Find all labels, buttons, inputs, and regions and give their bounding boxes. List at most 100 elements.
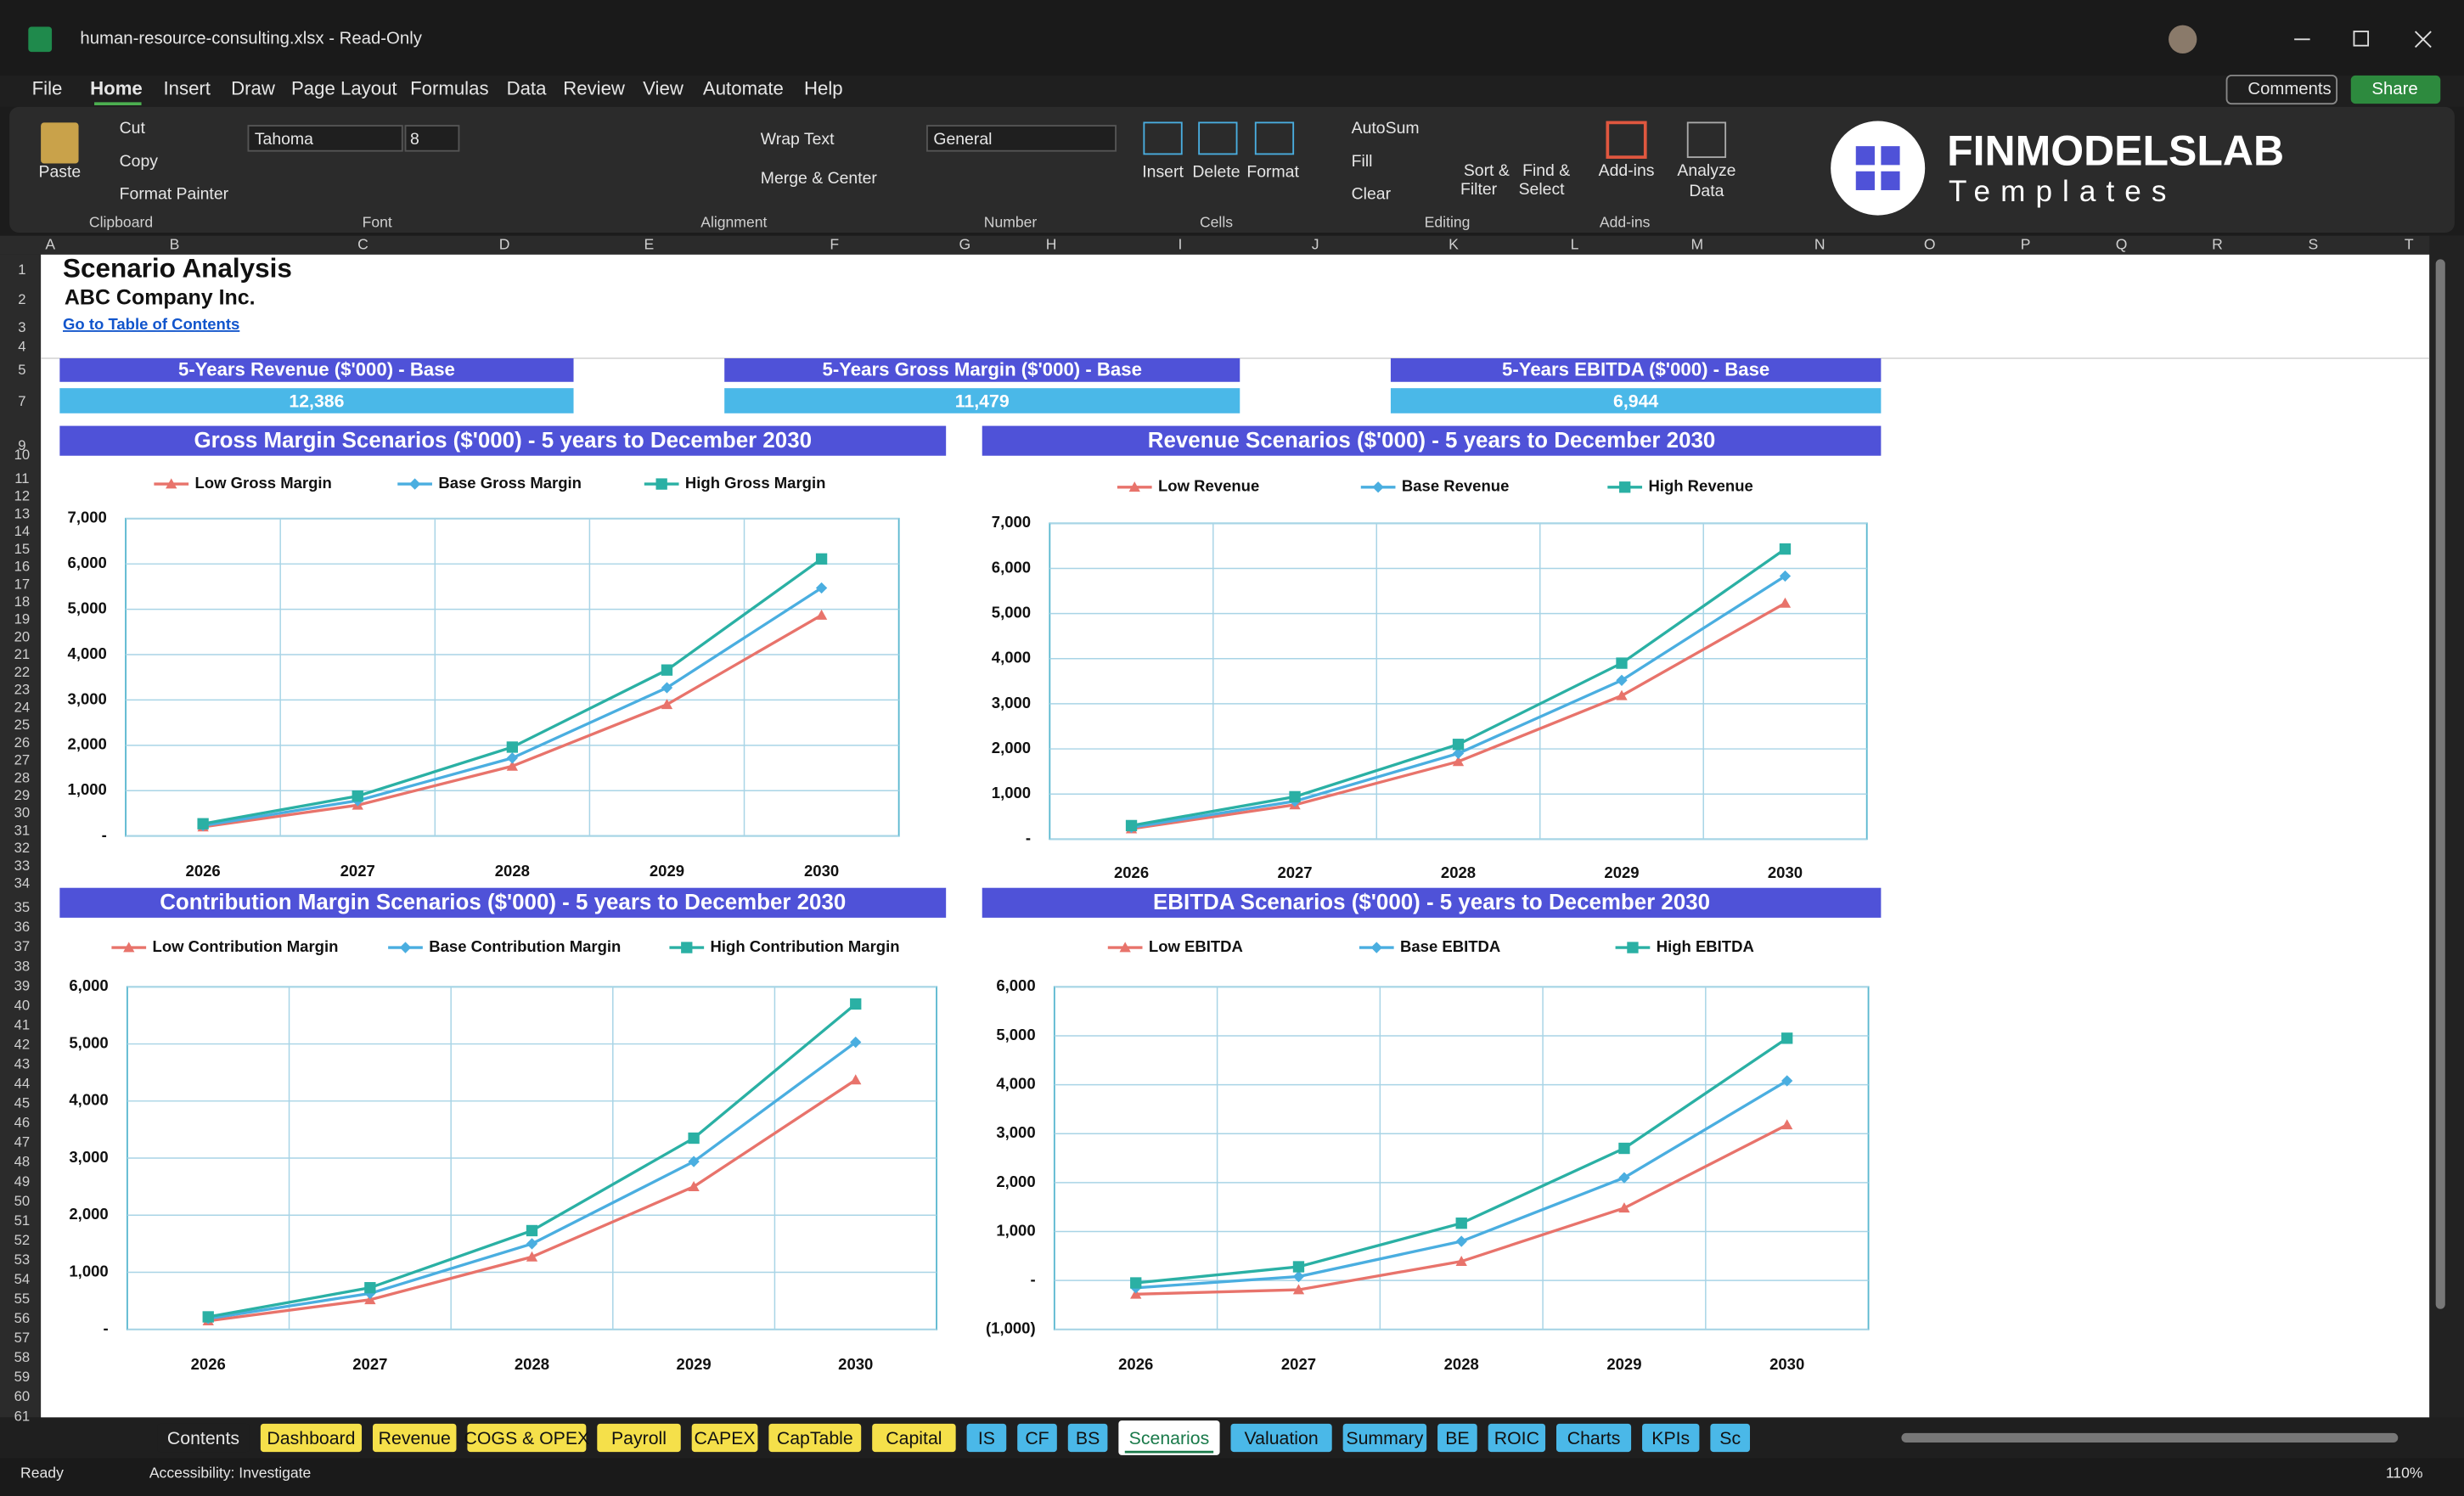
scroll-thumb[interactable]	[2435, 259, 2445, 1309]
comments-label[interactable]: Comments	[2247, 80, 2331, 98]
add-ins-icon[interactable]	[1606, 121, 1647, 159]
sheet-tab-label[interactable]: Dashboard	[267, 1428, 355, 1448]
ribbon-button[interactable]: Format	[1246, 163, 1299, 182]
sheet-tab[interactable]	[260, 1423, 363, 1453]
sheet-tab-label[interactable]: Valuation	[1245, 1428, 1319, 1448]
sheet-tab-label[interactable]: COGS & OPEX	[464, 1428, 590, 1448]
ribbon-button[interactable]: Insert	[1142, 163, 1184, 182]
ribbon-button[interactable]: Sort &	[1464, 161, 1510, 180]
ribbon-button[interactable]: Select	[1519, 180, 1566, 199]
sheet-tab[interactable]	[691, 1423, 758, 1453]
sheet-tab-label[interactable]: Capital	[886, 1428, 942, 1448]
ribbon-button[interactable]: Cut	[120, 119, 146, 138]
menu-item[interactable]: Page Layout	[291, 77, 397, 98]
menu-item[interactable]: Automate	[703, 77, 784, 98]
sheet-tab-label[interactable]: CapTable	[777, 1428, 853, 1448]
share-label[interactable]: Share	[2371, 80, 2417, 98]
sheet-tab[interactable]	[1230, 1423, 1332, 1453]
sheet-tab-label[interactable]: ROIC	[1494, 1428, 1539, 1448]
input-box[interactable]	[247, 125, 403, 152]
ribbon-button[interactable]: Clear	[1352, 185, 1392, 204]
input-box[interactable]	[926, 125, 1117, 152]
sheet-tab[interactable]	[1437, 1423, 1477, 1453]
chart: Contribution Margin Scenarios ($'000) - …	[59, 887, 947, 1373]
sheet-tab-label[interactable]: Summary	[1346, 1428, 1423, 1448]
sheet-tab-label[interactable]: Scenarios	[1129, 1428, 1210, 1448]
menu-item[interactable]: Review	[563, 77, 626, 98]
sheet-tab-label[interactable]: BS	[1076, 1428, 1100, 1448]
sheet-tab[interactable]	[768, 1423, 862, 1453]
sheet-tab-label[interactable]: CAPEX	[695, 1428, 756, 1448]
y-tick-label: 2,000	[68, 735, 107, 753]
sheet-tab[interactable]	[1067, 1423, 1108, 1453]
ribbon-button[interactable]: Tahoma	[255, 130, 313, 149]
menu-item[interactable]: Formulas	[410, 77, 488, 98]
insert-icon[interactable]	[1143, 121, 1183, 155]
ribbon-button[interactable]: Find &	[1522, 161, 1570, 180]
sheet-tab-label[interactable]: Payroll	[611, 1428, 667, 1448]
menu-item[interactable]: Data	[507, 77, 548, 98]
ribbon-button[interactable]: AutoSum	[1352, 119, 1420, 138]
analyze-icon[interactable]	[1686, 121, 1727, 159]
sheet-tab[interactable]	[872, 1423, 956, 1453]
share-button[interactable]	[2350, 75, 2441, 104]
close[interactable]	[2414, 31, 2432, 48]
ribbon-button[interactable]: General	[933, 130, 992, 149]
ribbon-button[interactable]: 8	[410, 130, 419, 149]
y-tick-label: 3,000	[68, 689, 107, 707]
window-controls[interactable]	[2294, 31, 2432, 48]
ribbon-button[interactable]: Add-ins	[1599, 161, 1655, 180]
ribbon-group-label: Cells	[1200, 213, 1233, 230]
menu-item[interactable]: Insert	[163, 77, 210, 98]
sheet-tab-label[interactable]: Contents	[167, 1428, 239, 1448]
input-box[interactable]	[404, 125, 460, 152]
ribbon-button[interactable]: Analyze	[1677, 161, 1735, 180]
ribbon-button[interactable]: Paste	[38, 163, 81, 182]
sheet-tab[interactable]	[467, 1423, 587, 1453]
sheet-tab[interactable]	[1118, 1420, 1220, 1455]
sheet-tab-label[interactable]: CF	[1025, 1428, 1049, 1448]
sheet-tab[interactable]	[157, 1423, 250, 1453]
horizontal-scrollbar[interactable]	[1901, 1432, 2399, 1443]
kpi-value-cell	[1390, 388, 1882, 413]
ribbon-button[interactable]: Format Painter	[120, 185, 229, 204]
zoom-level[interactable]: 110%	[2386, 1465, 2423, 1482]
delete-icon[interactable]	[1198, 121, 1238, 155]
sheet-tab[interactable]	[1710, 1423, 1751, 1453]
restore[interactable]	[2353, 31, 2370, 47]
ribbon-button[interactable]: Filter	[1460, 180, 1498, 199]
format-icon[interactable]	[1254, 121, 1295, 155]
sheet-tab[interactable]	[1342, 1423, 1427, 1453]
menu-item[interactable]: Home	[90, 77, 143, 98]
comments-button[interactable]	[2225, 74, 2338, 105]
sheet-tab[interactable]	[1642, 1423, 1700, 1453]
ribbon-button[interactable]: Data	[1689, 182, 1724, 200]
ribbon-button[interactable]: Copy	[120, 152, 159, 171]
toc-link[interactable]: Go to Table of Contents	[63, 315, 239, 333]
sheet-tab[interactable]	[1017, 1423, 1057, 1453]
menu-item[interactable]: Help	[804, 77, 843, 98]
sheet-tab[interactable]	[966, 1423, 1007, 1453]
sheet-tab-label[interactable]: BE	[1445, 1428, 1469, 1448]
sheet-tab-label[interactable]: Charts	[1567, 1428, 1621, 1448]
menu-item[interactable]: Draw	[231, 77, 276, 98]
ribbon-button[interactable]: Wrap Text	[761, 130, 835, 149]
sheet-tab-label[interactable]: KPIs	[1651, 1428, 1690, 1448]
sheet-tab[interactable]	[1488, 1423, 1546, 1453]
vertical-scrollbar[interactable]	[2429, 235, 2464, 1418]
accessibility-status[interactable]: Accessibility: Investigate	[149, 1465, 312, 1482]
sheet-tab-label[interactable]: Sc	[1719, 1428, 1741, 1448]
ribbon-button[interactable]: Fill	[1352, 152, 1373, 171]
sheet-tab-label[interactable]: Revenue	[379, 1428, 451, 1448]
sheet-tab-label[interactable]: IS	[978, 1428, 995, 1448]
ribbon-button[interactable]: Merge & Center	[761, 169, 878, 188]
sheet-tab[interactable]	[1555, 1423, 1632, 1453]
menu-item[interactable]: View	[643, 77, 684, 98]
row-header: 28	[14, 769, 31, 785]
user-avatar[interactable]	[2169, 25, 2197, 53]
paste-icon[interactable]	[41, 122, 79, 164]
ribbon-button[interactable]: Delete	[1192, 163, 1240, 182]
sheet-tab[interactable]	[597, 1423, 681, 1453]
menu-item[interactable]: File	[32, 77, 63, 98]
sheet-tab[interactable]	[373, 1423, 457, 1453]
